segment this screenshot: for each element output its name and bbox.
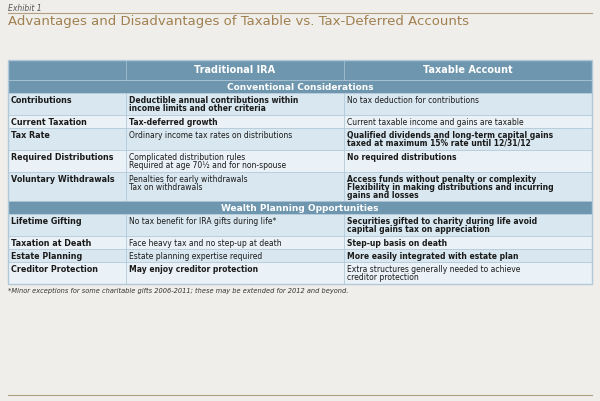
Text: Current taxable income and gains are taxable: Current taxable income and gains are tax…: [347, 118, 524, 127]
Text: Tax Rate: Tax Rate: [11, 131, 50, 140]
Bar: [8, 60, 592, 80]
Text: May enjoy creditor protection: May enjoy creditor protection: [129, 265, 258, 274]
Text: creditor protection: creditor protection: [347, 273, 419, 282]
Text: Tax-deferred growth: Tax-deferred growth: [129, 118, 218, 127]
Text: Creditor Protection: Creditor Protection: [11, 265, 98, 274]
Text: gains and losses: gains and losses: [347, 191, 419, 200]
Bar: [344, 128, 592, 150]
Text: *Minor exceptions for some charitable gifts 2006-2011; these may be extended for: *Minor exceptions for some charitable gi…: [8, 288, 349, 294]
Bar: [8, 172, 126, 201]
Bar: [8, 80, 592, 93]
Text: Securities gifted to charity during life avoid: Securities gifted to charity during life…: [347, 217, 537, 226]
Text: Voluntary Withdrawals: Voluntary Withdrawals: [11, 175, 115, 184]
Text: Estate planning expertise required: Estate planning expertise required: [129, 252, 262, 261]
Text: Advantages and Disadvantages of Taxable vs. Tax-Deferred Accounts: Advantages and Disadvantages of Taxable …: [8, 15, 469, 28]
Bar: [126, 236, 344, 249]
Text: Extra structures generally needed to achieve: Extra structures generally needed to ach…: [347, 265, 520, 274]
Bar: [344, 262, 592, 284]
Text: Required Distributions: Required Distributions: [11, 153, 113, 162]
Text: No tax deduction for contributions: No tax deduction for contributions: [347, 96, 479, 105]
Bar: [8, 236, 126, 249]
Text: Taxation at Death: Taxation at Death: [11, 239, 91, 248]
Bar: [126, 128, 344, 150]
Text: Current Taxation: Current Taxation: [11, 118, 87, 127]
Text: No required distributions: No required distributions: [347, 153, 457, 162]
Text: Deductible annual contributions within: Deductible annual contributions within: [129, 96, 298, 105]
Text: Flexibility in making distributions and incurring: Flexibility in making distributions and …: [347, 183, 554, 192]
Text: taxed at maximum 15% rate until 12/31/12: taxed at maximum 15% rate until 12/31/12: [347, 139, 531, 148]
Bar: [344, 236, 592, 249]
Text: Exhibit 1: Exhibit 1: [8, 4, 41, 13]
Text: Qualified dividends and long-term capital gains: Qualified dividends and long-term capita…: [347, 131, 553, 140]
Bar: [8, 115, 126, 128]
Bar: [8, 201, 592, 214]
Bar: [126, 115, 344, 128]
Bar: [8, 214, 126, 236]
Bar: [126, 150, 344, 172]
Bar: [344, 249, 592, 262]
Text: Lifetime Gifting: Lifetime Gifting: [11, 217, 82, 226]
Text: Estate Planning: Estate Planning: [11, 252, 82, 261]
Text: Penalties for early withdrawals: Penalties for early withdrawals: [129, 175, 248, 184]
Text: Traditional IRA: Traditional IRA: [194, 65, 275, 75]
Bar: [8, 249, 126, 262]
Text: Tax on withdrawals: Tax on withdrawals: [129, 183, 203, 192]
Text: Step-up basis on death: Step-up basis on death: [347, 239, 447, 248]
Bar: [126, 262, 344, 284]
Bar: [126, 172, 344, 201]
Text: Required at age 70½ and for non-spouse: Required at age 70½ and for non-spouse: [129, 161, 286, 170]
Bar: [126, 214, 344, 236]
Bar: [344, 150, 592, 172]
Text: More easily integrated with estate plan: More easily integrated with estate plan: [347, 252, 518, 261]
Bar: [126, 249, 344, 262]
Text: capital gains tax on appreciation: capital gains tax on appreciation: [347, 225, 490, 234]
Bar: [344, 214, 592, 236]
Text: Conventional Considerations: Conventional Considerations: [227, 83, 373, 92]
Text: Access funds without penalty or complexity: Access funds without penalty or complexi…: [347, 175, 536, 184]
Text: income limits and other criteria: income limits and other criteria: [129, 104, 266, 113]
Bar: [8, 128, 126, 150]
Bar: [8, 262, 126, 284]
Bar: [344, 93, 592, 115]
Bar: [344, 172, 592, 201]
Bar: [344, 115, 592, 128]
Text: Ordinary income tax rates on distributions: Ordinary income tax rates on distributio…: [129, 131, 292, 140]
Text: Contributions: Contributions: [11, 96, 73, 105]
Text: Wealth Planning Opportunities: Wealth Planning Opportunities: [221, 204, 379, 213]
Bar: [8, 60, 592, 284]
Bar: [126, 93, 344, 115]
Text: Taxable Account: Taxable Account: [423, 65, 513, 75]
Bar: [8, 150, 126, 172]
Text: Face heavy tax and no step-up at death: Face heavy tax and no step-up at death: [129, 239, 281, 248]
Text: No tax benefit for IRA gifts during life*: No tax benefit for IRA gifts during life…: [129, 217, 277, 226]
Text: Complicated distribution rules: Complicated distribution rules: [129, 153, 245, 162]
Bar: [8, 93, 126, 115]
